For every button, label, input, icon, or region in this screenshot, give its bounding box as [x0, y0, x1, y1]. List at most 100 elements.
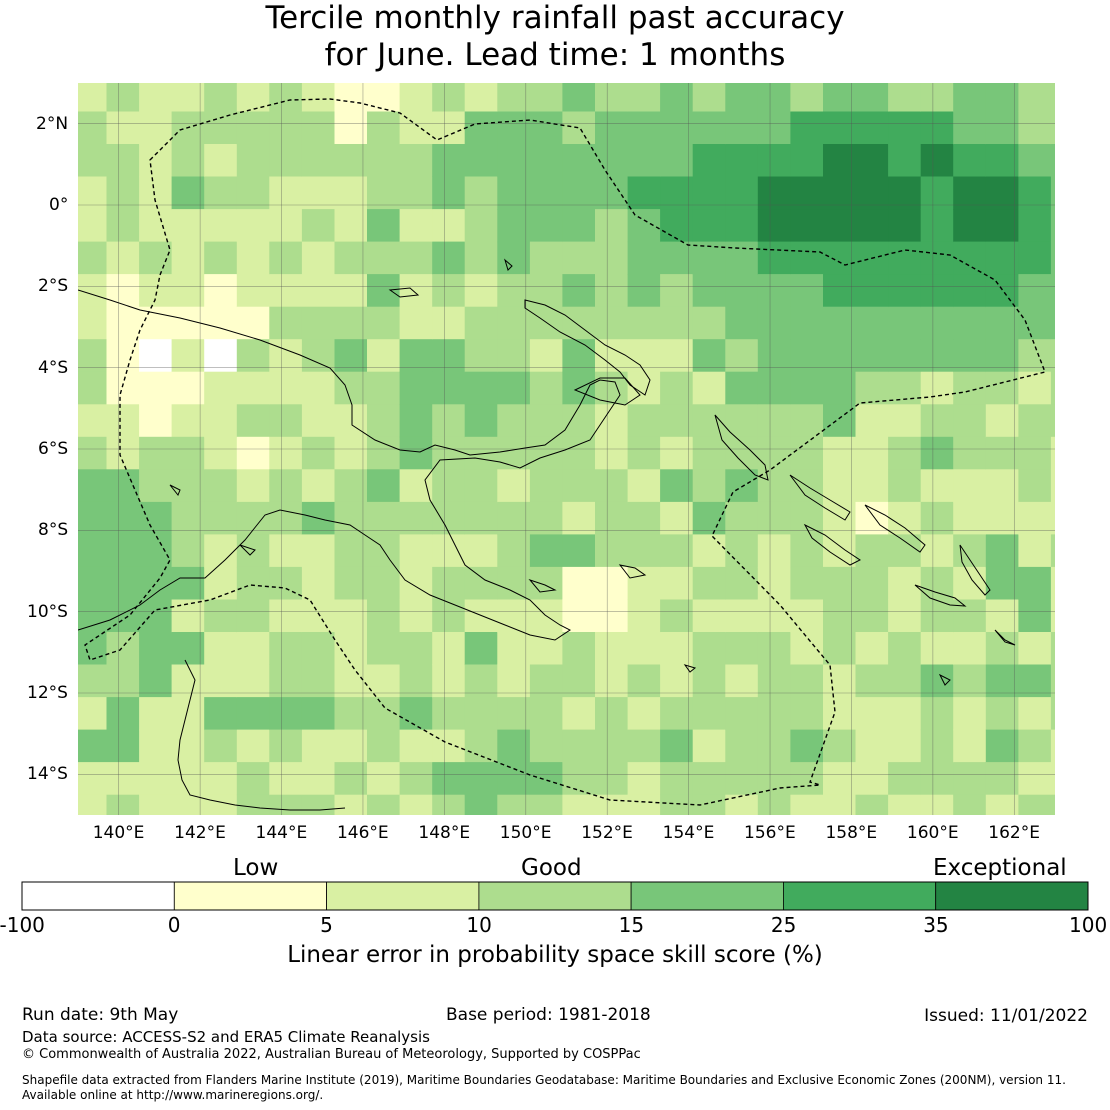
- skill-cell: [1050, 83, 1055, 112]
- skill-cell: [269, 241, 303, 275]
- colorbar-tick-label: 100: [1069, 913, 1108, 937]
- skill-cell: [171, 501, 205, 535]
- eez-boundary-line: [84, 98, 1046, 806]
- skill-cell: [204, 274, 238, 308]
- skill-cell: [269, 111, 303, 145]
- skill-cell: [464, 794, 498, 815]
- skill-cell: [204, 241, 238, 275]
- colorbar-outline: [21, 881, 1089, 911]
- skill-cell: [757, 404, 791, 438]
- skill-cell: [595, 306, 629, 340]
- skill-cell: [399, 762, 433, 796]
- skill-cell: [595, 632, 629, 666]
- skill-cell: [399, 144, 433, 178]
- coastline: [938, 673, 951, 686]
- skill-cell: [888, 404, 922, 438]
- skill-cell: [399, 436, 433, 470]
- data-source: Data source: ACCESS-S2 and ERA5 Climate …: [22, 1028, 430, 1046]
- skill-cell: [757, 664, 791, 698]
- skill-cell: [692, 83, 726, 112]
- skill-cell: [692, 729, 726, 763]
- skill-cell: [823, 111, 857, 145]
- skill-cell: [334, 209, 368, 243]
- skill-cell: [78, 729, 108, 763]
- skill-cell: [78, 144, 108, 178]
- skill-cell: [1050, 469, 1055, 503]
- skill-cell: [985, 83, 1019, 112]
- skill-cell: [464, 111, 498, 145]
- skill-cell: [497, 209, 531, 243]
- skill-cell: [757, 436, 791, 470]
- skill-cell: [595, 83, 629, 112]
- skill-cell: [1050, 697, 1055, 731]
- skill-cell: [725, 274, 759, 308]
- skill-cell: [725, 83, 759, 112]
- skill-cell: [529, 176, 564, 210]
- skill-cell: [855, 469, 889, 503]
- skill-cell: [497, 404, 531, 438]
- skill-cell: [1050, 371, 1055, 405]
- skill-cell: [269, 501, 303, 535]
- skill-cell: [367, 436, 401, 470]
- skill-cell: [78, 274, 108, 308]
- skill-cell: [595, 501, 629, 535]
- copyright: © Commonwealth of Australia 2022, Austra…: [22, 1047, 641, 1062]
- skill-cell: [139, 306, 173, 340]
- skill-cell: [78, 566, 108, 600]
- skill-cell: [953, 697, 987, 731]
- skill-cell: [888, 534, 922, 568]
- skill-cell: [855, 274, 889, 308]
- skill-cell: [432, 339, 466, 373]
- skill-cell: [334, 469, 368, 503]
- skill-cell: [660, 469, 694, 503]
- skill-cell: [464, 306, 498, 340]
- skill-cell: [953, 794, 987, 815]
- skill-cell: [334, 306, 368, 340]
- skill-cell: [432, 274, 466, 308]
- skill-cell: [562, 599, 596, 633]
- skill-cell: [595, 241, 629, 275]
- category-low: Low: [233, 855, 279, 881]
- skill-cell: [725, 241, 759, 275]
- skill-cell: [692, 534, 726, 568]
- skill-cell: [627, 144, 661, 178]
- skill-cell: [823, 274, 857, 308]
- skill-cell: [660, 176, 694, 210]
- skill-cell: [334, 762, 368, 796]
- skill-cell: [269, 83, 303, 112]
- skill-cell: [106, 436, 140, 470]
- skill-cell: [236, 794, 270, 815]
- latitude-tick-label: 2°S: [38, 276, 69, 297]
- skill-cell: [78, 794, 108, 815]
- skill-cell: [725, 144, 759, 178]
- base-period: Base period: 1981-2018: [446, 1005, 651, 1025]
- map-title-line-1: Tercile monthly rainfall past accuracy: [265, 0, 845, 36]
- skill-cell: [660, 697, 694, 731]
- skill-cell: [106, 111, 140, 145]
- skill-cell: [660, 729, 694, 763]
- longitude-tick-label: 144°E: [255, 823, 308, 843]
- skill-cell: [823, 566, 857, 600]
- skill-cell: [171, 534, 205, 568]
- skill-cell: [562, 664, 596, 698]
- skill-cell: [236, 436, 270, 470]
- skill-cell: [171, 436, 205, 470]
- skill-cell: [627, 664, 661, 698]
- skill-cell: [367, 176, 401, 210]
- skill-cell: [1018, 371, 1052, 405]
- skill-cell: [953, 241, 987, 275]
- skill-cell: [106, 241, 140, 275]
- skill-cell: [529, 534, 564, 568]
- skill-cell: [855, 599, 889, 633]
- skill-cell: [855, 566, 889, 600]
- skill-cell: [888, 762, 922, 796]
- skill-cell: [497, 144, 531, 178]
- skill-cell: [139, 404, 173, 438]
- skill-cell: [529, 144, 564, 178]
- skill-cell: [106, 697, 140, 731]
- coastline: [177, 659, 346, 811]
- skill-cell: [78, 762, 108, 796]
- skill-cell: [888, 501, 922, 535]
- skill-cell: [139, 664, 173, 698]
- skill-cell: [301, 306, 336, 340]
